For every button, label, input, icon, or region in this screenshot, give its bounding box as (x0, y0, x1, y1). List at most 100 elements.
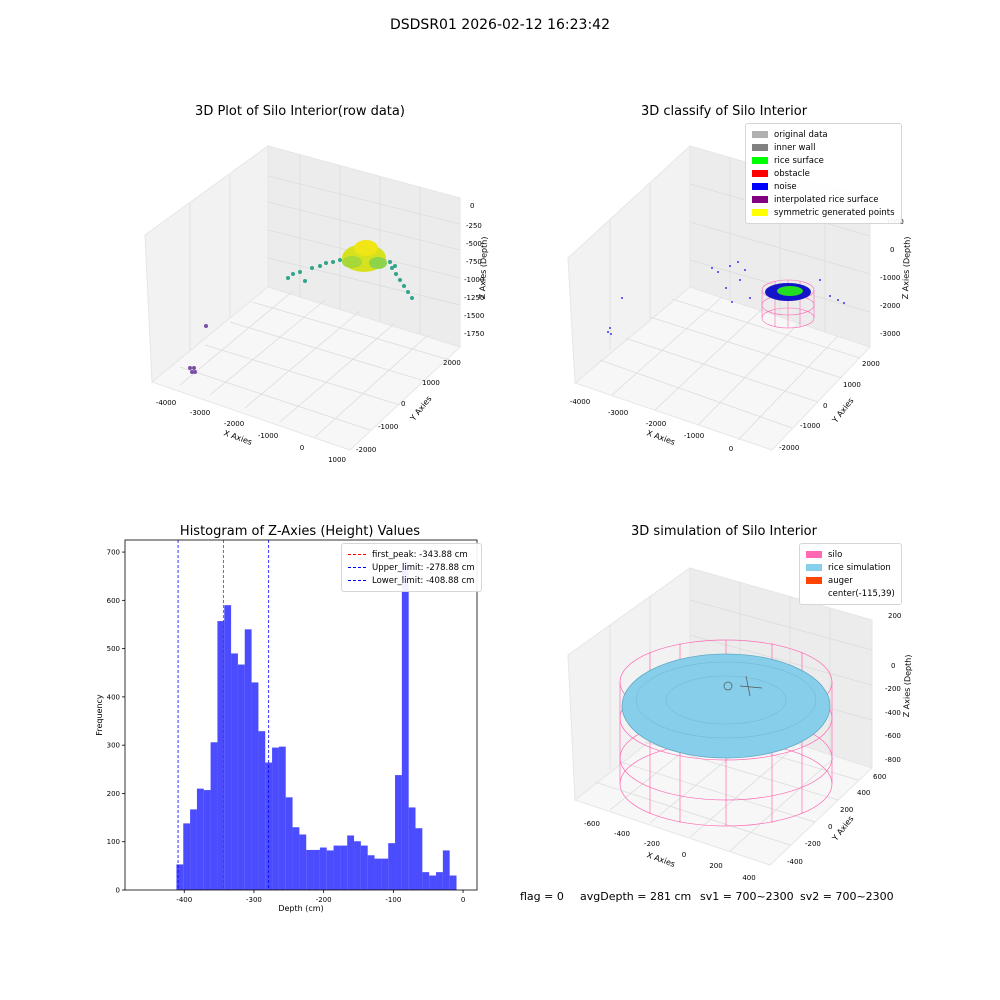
classify-ytick: -1000 (800, 422, 820, 430)
legend-swatch (806, 577, 822, 584)
simulation-legend: silo rice simulation auger center(-115,3… (799, 543, 902, 605)
legend-entry: noise (752, 180, 895, 193)
histogram-bar (319, 847, 327, 890)
histogram-ytick-label: 0 (116, 887, 120, 895)
histogram-bar (340, 845, 348, 890)
histogram-xtick-label: 0 (461, 896, 465, 904)
classify-ytick: 1000 (843, 381, 861, 389)
legend-swatch (752, 209, 768, 216)
histogram-xtick-label: -400 (176, 896, 192, 904)
legend-label: Upper_limit: -278.88 cm (372, 562, 475, 573)
histogram-bar (292, 827, 300, 890)
simulation-xtick: -400 (614, 830, 630, 838)
raw-ztick: -1750 (464, 330, 484, 338)
raw-ztick: -250 (466, 222, 482, 230)
histogram-bar (272, 747, 279, 890)
classify-xtick-labels: -4000 -3000 -2000 -1000 0 (570, 398, 733, 453)
histogram-chart: -400 -300 -200 -100 0 0 100 200 300 400 500 600 700… (95, 539, 478, 913)
legend-line (348, 580, 366, 581)
histogram-bar (244, 629, 252, 890)
histogram-title: Histogram of Z-Axies (Height) Values (179, 524, 421, 539)
raw-xlabel: X Axies (222, 428, 253, 447)
histogram-bar (333, 845, 341, 890)
histogram-bar (381, 858, 389, 890)
legend-entry: silo (806, 548, 895, 561)
histogram-bar (217, 621, 225, 890)
histogram-bar (449, 875, 457, 890)
simulation-ytick: -400 (787, 858, 803, 866)
histogram-ylabel: Frequency (95, 694, 104, 736)
legend-swatch (806, 590, 822, 597)
legend-label: rice surface (774, 155, 824, 166)
legend-line (348, 567, 366, 568)
raw-ytick: 0 (401, 400, 405, 408)
classify-ytick: 0 (823, 402, 827, 410)
classify-ztick-labels: 1000 0 -1000 -2000 -3000 (880, 218, 904, 338)
legend-entry: inner wall (752, 141, 895, 154)
classify-ytick: -2000 (779, 444, 799, 452)
histogram-bar (251, 682, 259, 890)
histogram-bar (190, 809, 197, 890)
histogram-vlines (177, 540, 270, 890)
simulation-ztick: -600 (885, 732, 901, 740)
histogram-bar (360, 845, 368, 890)
raw-3d-plot: -4000 -3000 -2000 -1000 0 1000 2000 1000… (144, 145, 489, 464)
legend-swatch (752, 144, 768, 151)
raw-xtick-labels: -4000 -3000 -2000 -1000 0 1000 (156, 399, 346, 464)
classify-ylabel: Y Axies (830, 396, 856, 425)
flag-text: flag = 0 (520, 890, 564, 903)
simulation-ztick: 200 (888, 612, 901, 620)
simulation-ztick-labels: 200 0 -200 -400 -600 -800 (885, 612, 901, 764)
histogram-bar (183, 823, 191, 890)
simulation-ztick: 0 (891, 662, 895, 670)
classify-legend: original data inner wall rice surface ob… (745, 123, 902, 224)
raw-ytick: 2000 (443, 359, 461, 367)
legend-swatch (752, 170, 768, 177)
classify-xlabel: X Axies (645, 428, 676, 447)
histogram-bar (196, 788, 204, 890)
raw-points (188, 240, 414, 374)
legend-swatch (752, 196, 768, 203)
histogram-ytick-label: 600 (107, 597, 120, 605)
legend-entry: auger (806, 574, 895, 587)
histogram-bar (388, 843, 396, 890)
histogram-bar (442, 850, 450, 890)
simulation-ztick: -800 (885, 756, 901, 764)
legend-entry: first_peak: -343.88 cm (348, 548, 475, 561)
legend-label: auger (828, 575, 853, 586)
classify-zlabel: Z Axies (Depth) (901, 236, 912, 299)
legend-entry: interpolated rice surface (752, 193, 895, 206)
legend-label: inner wall (774, 142, 816, 153)
legend-line (348, 554, 366, 555)
histogram-bar (210, 742, 218, 890)
histogram-ytick-label: 400 (107, 693, 120, 701)
legend-entry: symmetric generated points (752, 206, 895, 219)
raw-ytick: 1000 (422, 379, 440, 387)
histogram-xtick-label: -100 (385, 896, 401, 904)
histogram-ytick-label: 200 (107, 790, 120, 798)
legend-entry: original data (752, 128, 895, 141)
histogram-ytick-label: 500 (107, 645, 120, 653)
raw-ztick-labels: 0 -250 -500 -750 -1000 -1250 -1500 -1750 (464, 202, 484, 338)
histogram-bar (401, 561, 409, 890)
simulation-ztick: -200 (885, 685, 901, 693)
histogram-bar (203, 790, 211, 890)
raw-ztick: 0 (470, 202, 474, 210)
simulation-ytick: 600 (873, 773, 886, 781)
histogram-bar (367, 855, 375, 890)
simulation-ytick: 0 (828, 823, 832, 831)
legend-label: original data (774, 129, 828, 140)
simulation-ytick: -200 (805, 840, 821, 848)
legend-entry: center(-115,39) (806, 587, 895, 600)
raw-ytick-labels: 2000 1000 0 -1000 -2000 (356, 359, 461, 454)
raw-zlabel: Z Axies (Depth) (478, 236, 489, 299)
legend-entry: obstacle (752, 167, 895, 180)
sv2-text: sv2 = 700~2300 (800, 890, 894, 903)
histogram-bar (237, 664, 245, 890)
classify-ytick-labels: 2000 1000 0 -1000 -2000 (779, 360, 880, 452)
legend-entry: Lower_limit: -408.88 cm (348, 574, 475, 587)
classify-ytick: 2000 (862, 360, 880, 368)
histogram-bar (354, 841, 361, 890)
simulation-zlabel: Z Axies (Depth) (902, 654, 913, 717)
histogram-bar (278, 746, 286, 890)
